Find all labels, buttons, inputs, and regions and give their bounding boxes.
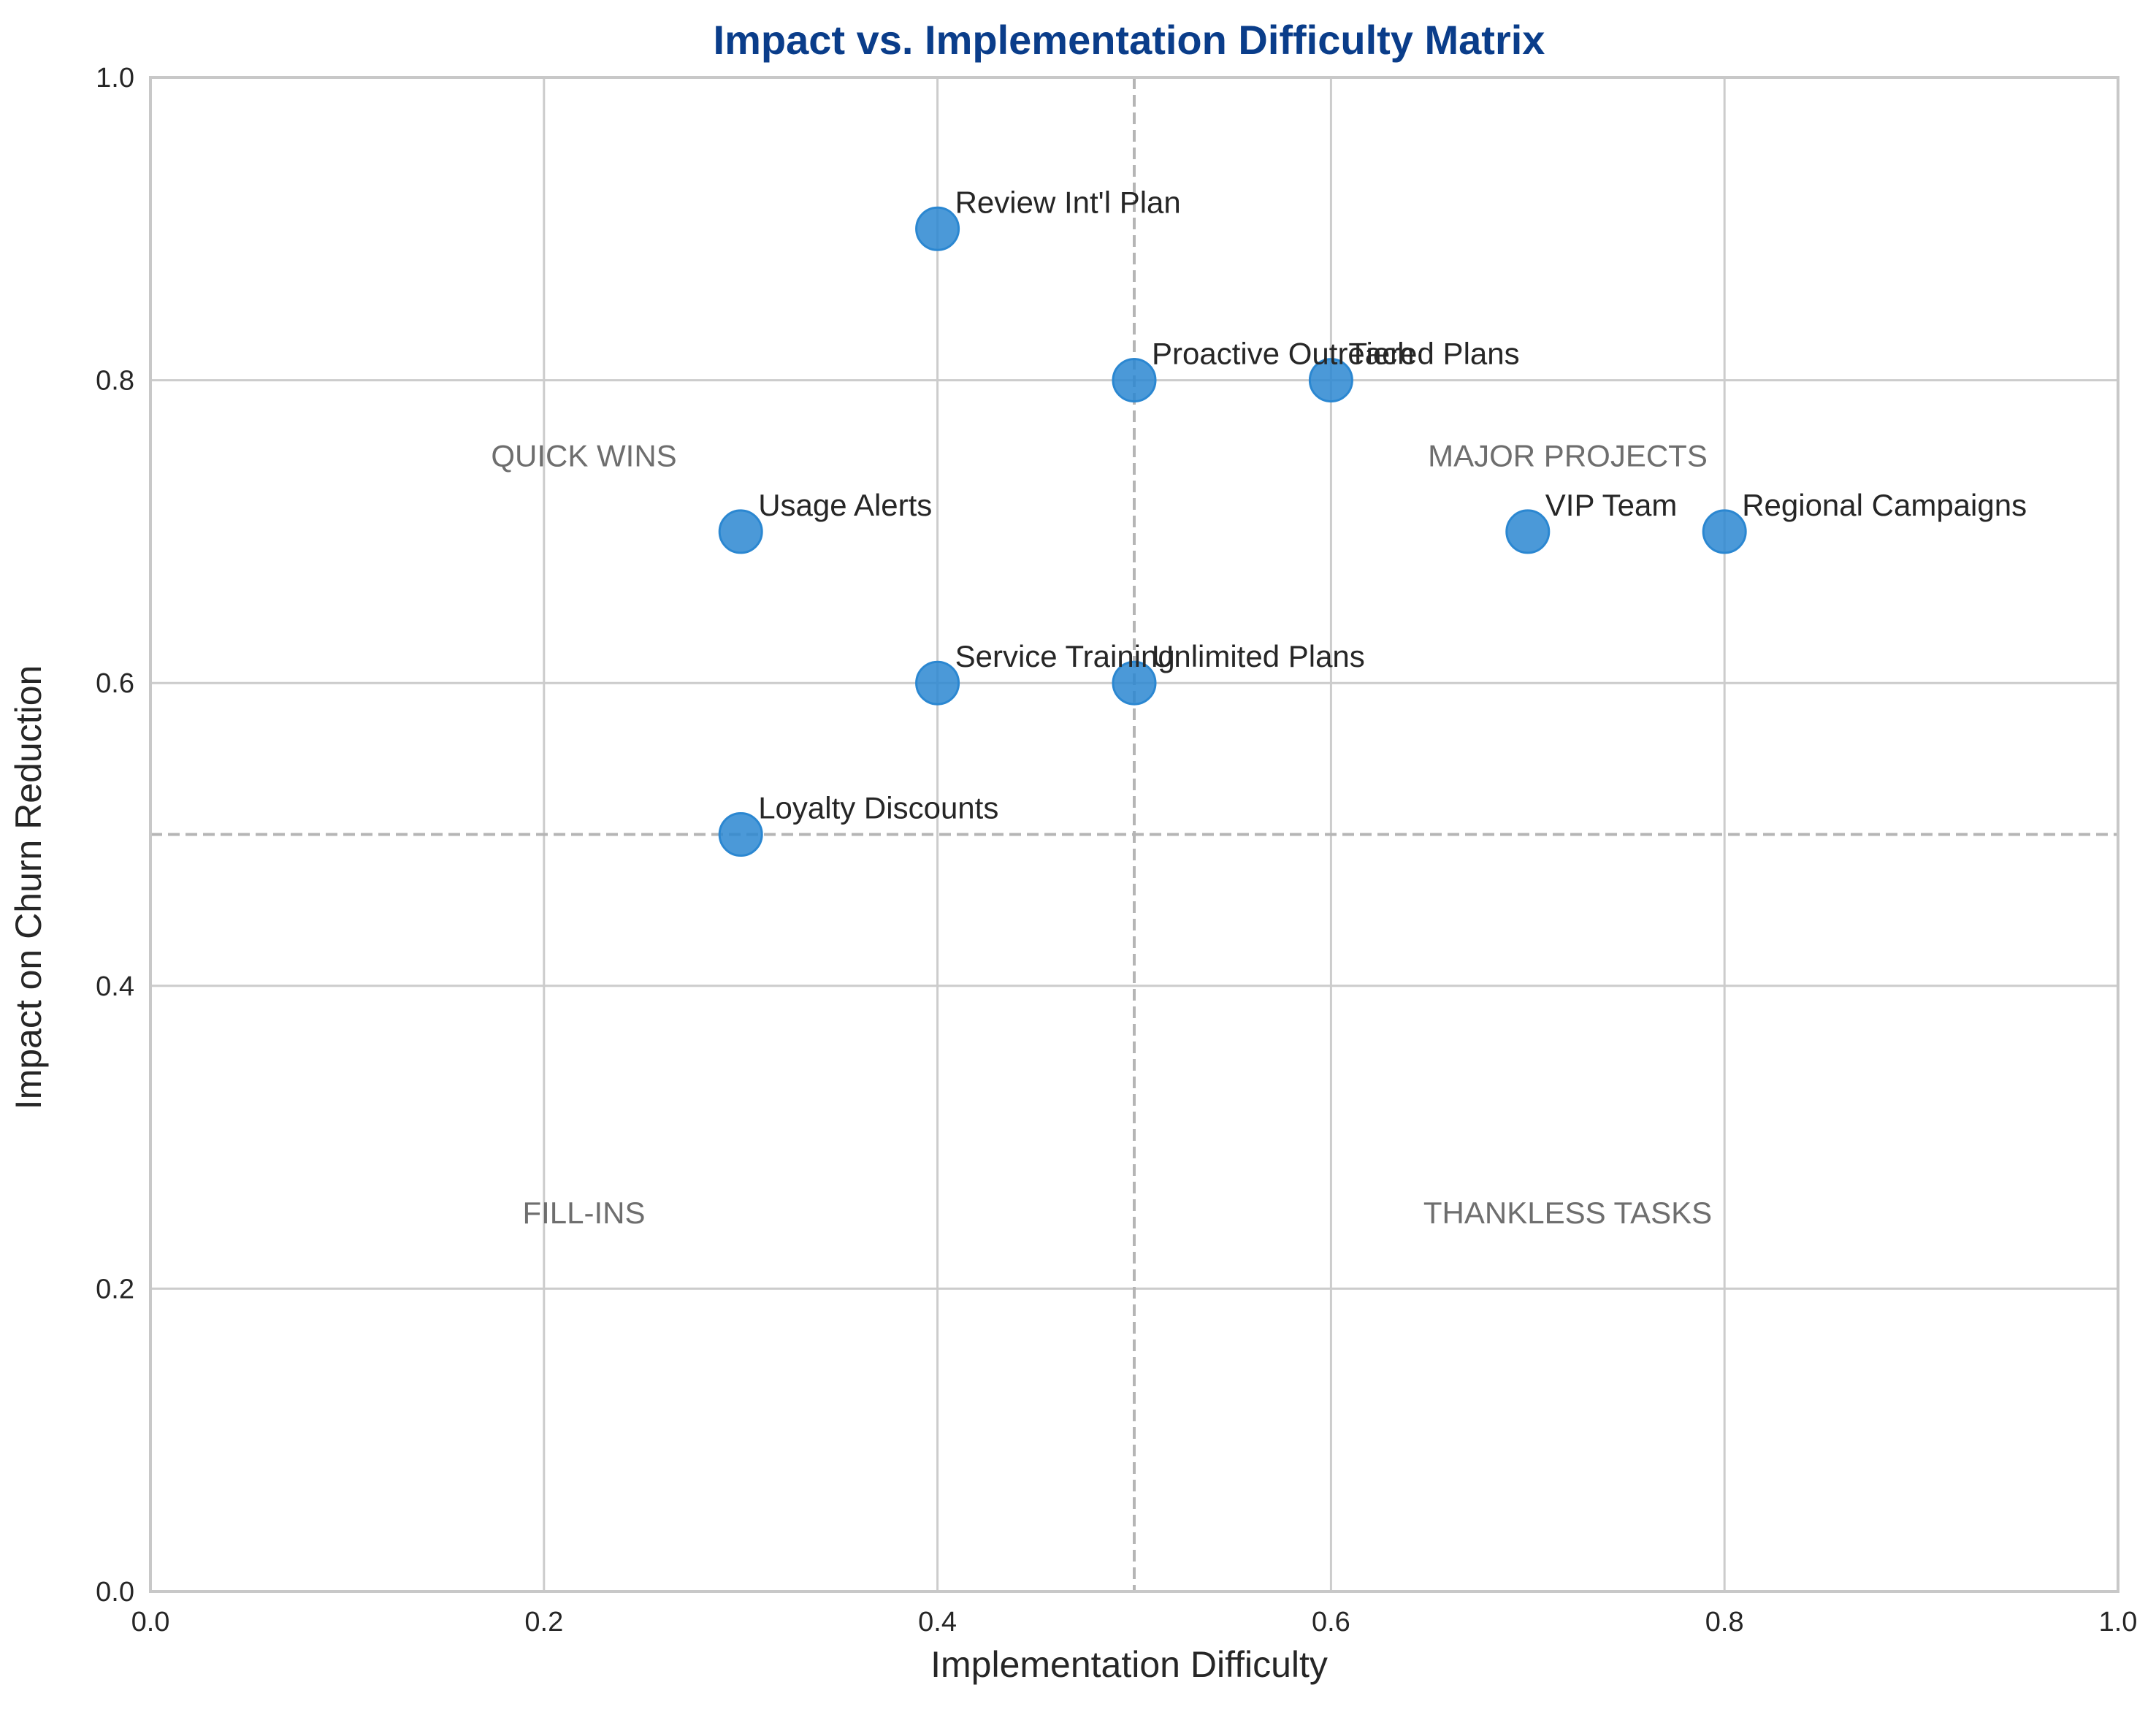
data-point [1112,358,1157,403]
data-point-label: Tiered Plans [1348,337,1519,371]
quadrant-label: THANKLESS TASKS [1423,1196,1712,1230]
y-tick-label: 0.0 [96,1577,134,1608]
data-point [1112,660,1157,706]
x-tick-label: 0.8 [1705,1607,1744,1637]
plot-frame [149,76,2119,1593]
data-point [1702,509,1747,554]
x-tick-label: 0.4 [918,1607,957,1637]
y-axis-label: Impact on Churn Reduction [8,665,49,1110]
data-point-label: Review Int'l Plan [955,185,1181,219]
quadrant-label: FILL-INS [522,1196,645,1230]
data-point [915,660,960,706]
y-tick-label: 0.6 [96,668,134,699]
data-point [718,812,763,857]
y-tick-label: 0.4 [96,971,134,1002]
quadrant-label: MAJOR PROJECTS [1428,438,1708,473]
y-tick-label: 0.2 [96,1274,134,1304]
data-point-label: Service Training [955,639,1175,673]
data-point [1308,358,1353,403]
x-tick-label: 0.2 [524,1607,563,1637]
data-point-label: Usage Alerts [758,488,932,522]
chart-title: Impact vs. Implementation Difficulty Mat… [714,17,1545,63]
data-point [718,509,763,554]
data-point-label: Regional Campaigns [1742,488,2027,522]
data-point-label: VIP Team [1545,488,1678,522]
data-point [1505,509,1551,554]
x-tick-label: 1.0 [2099,1607,2138,1637]
data-point [915,206,960,251]
data-point-label: Unlimited Plans [1152,639,1365,673]
x-tick-label: 0.6 [1312,1607,1350,1637]
data-point-label: Proactive Outreach [1152,337,1415,371]
y-tick-label: 0.8 [96,366,134,397]
quadrant-label: QUICK WINS [491,438,676,473]
x-tick-label: 0.0 [131,1607,170,1637]
x-axis-label: Implementation Difficulty [930,1644,1328,1685]
data-point-label: Loyalty Discounts [758,791,998,825]
y-tick-label: 1.0 [96,63,134,93]
